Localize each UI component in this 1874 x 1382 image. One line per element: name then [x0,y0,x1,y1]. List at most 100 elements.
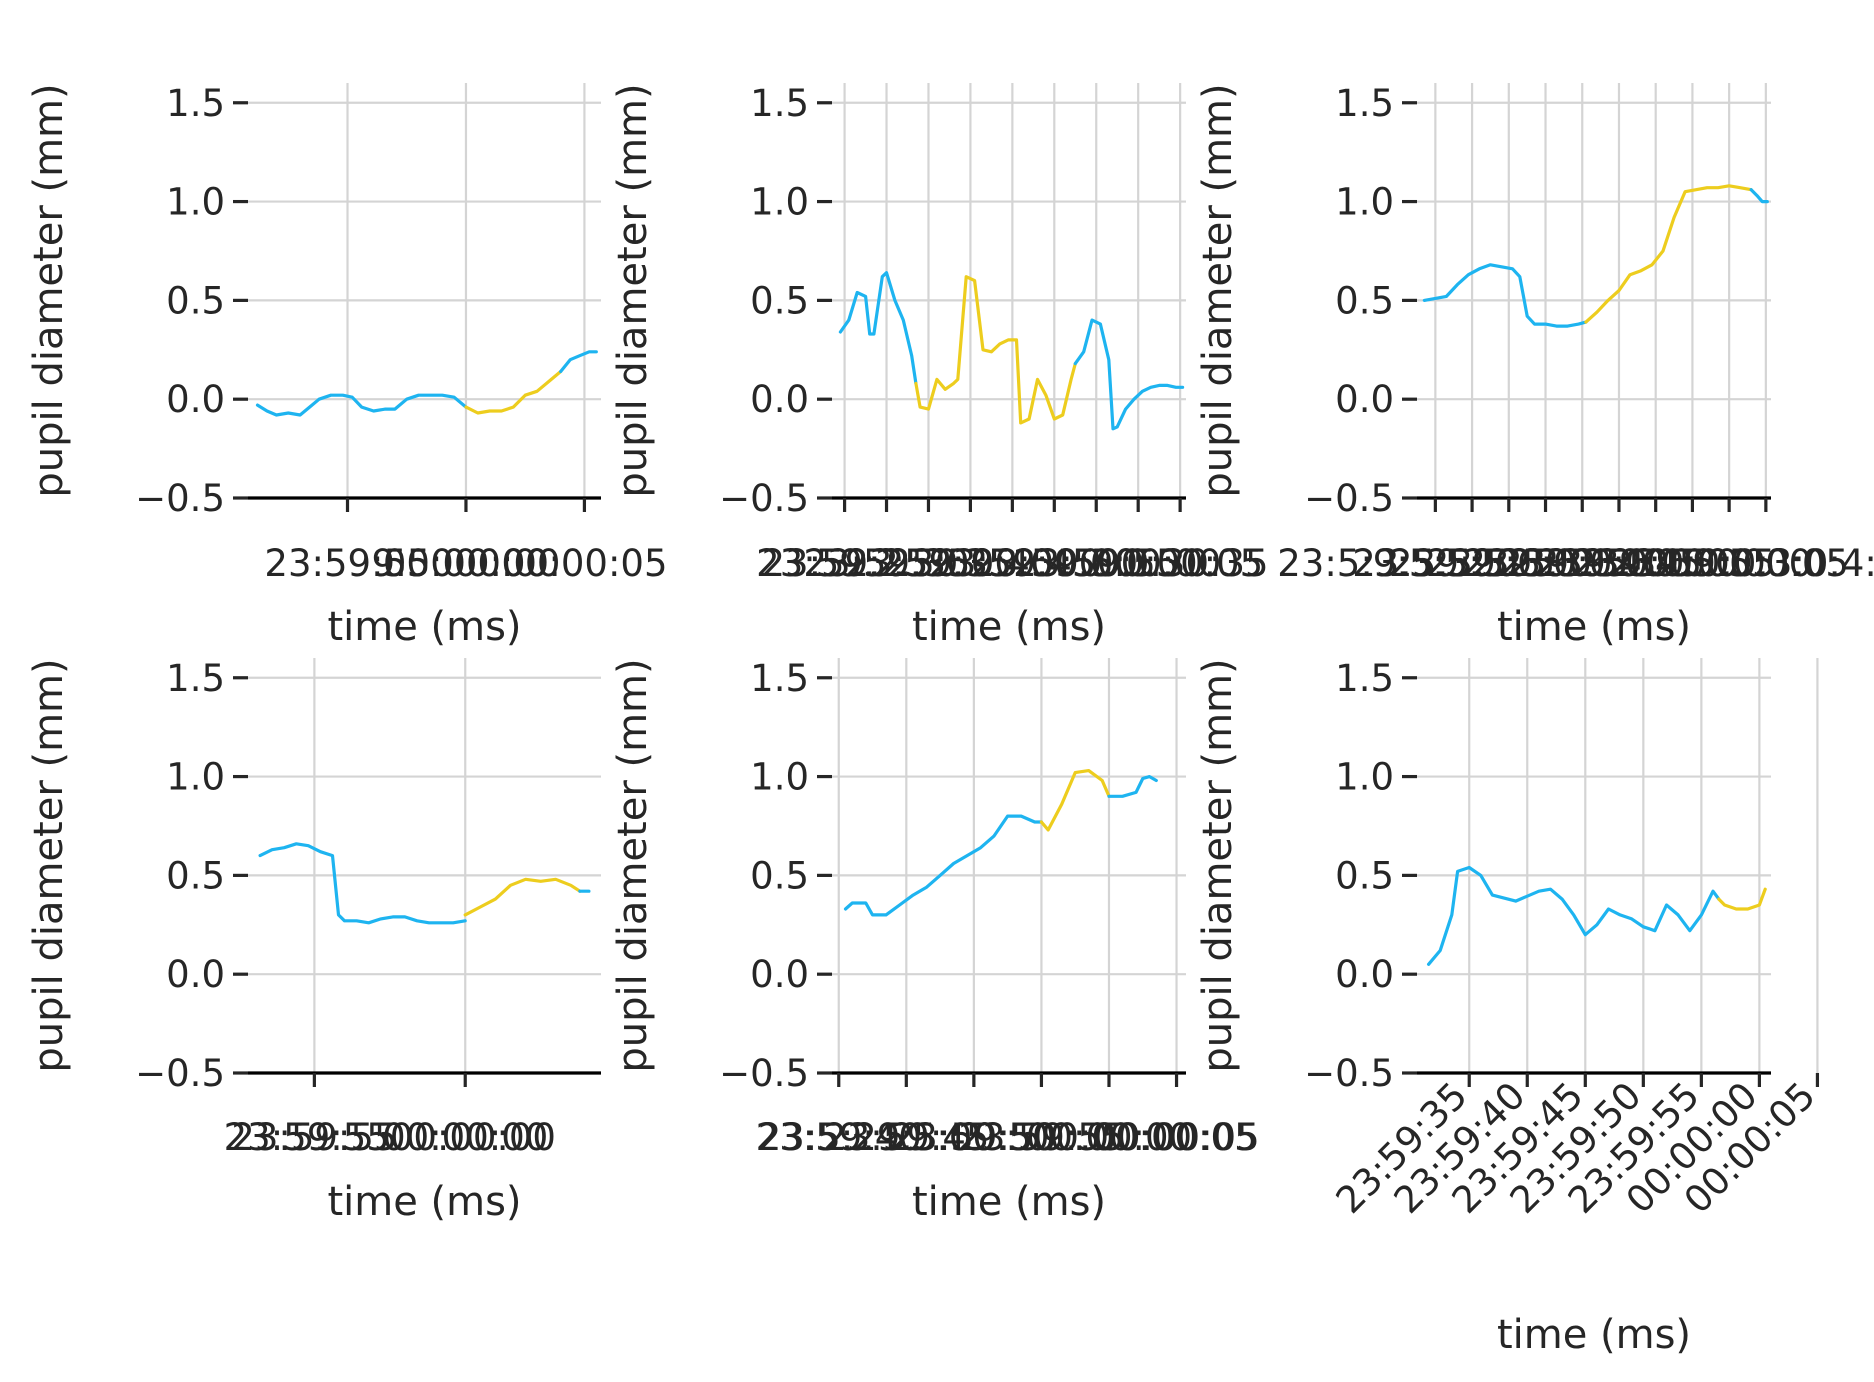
subplot-6: −0.50.00.51.01.523:59:3523:59:4023:59:45… [1195,657,1824,1358]
series-line-2 [1107,774,1158,798]
y-axis-label: pupil diameter (mm) [610,658,656,1072]
subplot-4: −0.5 0.0 0.5 1.0 1.5 23:59:5500:00:0023:59:55… [26,657,601,1225]
x-tick-label: 00:00:00 [1055,542,1221,585]
series-line-2 [1073,318,1185,431]
x-tick-label-overlap: 23:5:29:5:00:500:00:00:05 [758,1116,1258,1159]
x-tick-label-overlap: 9.5000:00 [371,542,560,585]
x-tick-label: 00:00:05 [1683,542,1849,585]
y-tick-label: 1.0 [166,756,225,799]
x-tick-label: 23:59:40 [756,1116,922,1159]
series-line-1 [1039,768,1111,832]
y-tick-label: 1.5 [166,82,225,125]
y-tick-label: 1.0 [1335,756,1394,799]
y-tick-label: 0.5 [1335,279,1394,322]
y-tick-label: 1.0 [166,181,225,224]
x-axis-label: time (ms) [1497,1312,1691,1358]
y-tick-label: 0.0 [1335,953,1394,996]
x-tick-label: 23:59:25 [1389,542,1555,585]
series-line-1 [914,275,1077,425]
x-tick-label: 23:59:50 [891,1116,1057,1159]
series-line-0 [1422,263,1588,328]
y-tick-label: −0.5 [135,477,225,520]
x-tick-label: 00:00:05 [1093,1116,1259,1159]
y-tick-label: −0.5 [719,1052,809,1095]
subplot-3: −0.5 0.0 0.5 1.0 1.5 23:59:2023:59:2523:59:30… [1195,82,1874,650]
series-line-1 [1584,184,1753,324]
x-tick-label-overlap: 23:59:2:50:00:00:0:0:30:35 [756,542,1268,585]
subplot-5: −0.5 0.0 0.5 1.0 1.5 23:59:4023:59:4523:59:50… [610,657,1260,1225]
y-tick-label: 0.0 [750,953,809,996]
y-tick-label: 1.0 [750,756,809,799]
series-line-0 [843,814,1044,917]
y-tick-label: 0.5 [166,854,225,897]
y-tick-label: 1.0 [750,181,809,224]
y-tick-label: 1.5 [1335,82,1394,125]
y-axis-label: pupil diameter (mm) [610,83,656,497]
x-tick-label: 23:59:50 [1573,542,1739,585]
y-tick-label: −0.5 [1304,477,1394,520]
y-axis-label: pupil diameter (mm) [1195,83,1241,497]
x-tick-label: 23:59:45 [1536,542,1702,585]
x-tick-label-overlap: 23:59:5500:00:00 [224,1116,556,1159]
x-tick-label: 00:00:05 [501,542,667,585]
x-tick-label: 23:59:25 [761,542,927,585]
x-tick-label: 23:59:55 [264,542,430,585]
subplot-2: −0.5 0.0 0.5 1.0 1.5 23:59:2523:59:3023:59:35… [610,82,1269,650]
y-tick-label: −0.5 [719,477,809,520]
x-tick-label: 23:59:45 [823,1116,989,1159]
y-tick-label: −0.5 [135,1052,225,1095]
x-axis-label: time (ms) [327,604,521,650]
x-tick-label: 23:59:40 [887,542,1053,585]
x-axis-label: time (ms) [1497,604,1691,650]
x-tick-label: 23:59:30 [803,542,969,585]
x-tick-label: 00:00:00 [383,542,549,585]
x-tick-label: 23:59:55 [958,1116,1124,1159]
y-axis-label: pupil diameter (mm) [26,658,72,1072]
y-tick-label: 0.0 [166,378,225,421]
series-line-2 [559,350,598,374]
y-tick-label: 1.5 [750,657,809,700]
x-tick-label: 23:59:30 [1426,542,1592,585]
x-axis-label: time (ms) [912,1179,1106,1225]
x-tick-label: 00:00:00 [382,1116,548,1159]
x-tick-label: 23:59:55 [1609,542,1775,585]
y-axis-label: pupil diameter (mm) [26,83,72,497]
x-axis-label: time (ms) [912,604,1106,650]
series-line-2 [1749,188,1769,204]
x-tick-label: 23:59:55 [231,1116,397,1159]
y-tick-label: 1.0 [1335,181,1394,224]
x-axis-label: time (ms) [327,1179,521,1225]
y-tick-label: 0.0 [166,953,225,996]
y-tick-label: −0.5 [1304,1052,1394,1095]
x-tick-label: 23:59:40 [1499,542,1665,585]
series-line-1 [464,369,563,415]
y-tick-label: 1.5 [750,82,809,125]
series-line-0 [1426,865,1721,966]
y-axis-label: pupil diameter (mm) [1195,658,1241,1072]
y-tick-label: 0.0 [1335,378,1394,421]
series-line-0 [838,271,918,385]
x-tick-label: 00:00:00 [1026,1116,1192,1159]
x-tick-label: 23:59:45 [929,542,1095,585]
x-tick-label: 23:59:55 [1013,542,1179,585]
x-tick-label-overlap: 23:5:9:5:5:5:6:0:0:0:0:0:0:3:0:4:05 [1277,542,1874,585]
series-line-0 [255,393,468,417]
series-line-1 [1717,887,1767,911]
y-tick-label: 0.5 [1335,854,1394,897]
x-tick-label: 00:00:00 [1646,542,1812,585]
series-line-1 [463,877,582,917]
x-tick-label: 00:00:05 [1097,542,1263,585]
x-tick-label: 23:59:20 [1352,542,1518,585]
y-tick-label: 1.5 [1335,657,1394,700]
y-tick-label: 0.5 [166,279,225,322]
y-tick-label: 0.5 [750,279,809,322]
x-tick-label: 23:59:35 [845,542,1011,585]
series-line-0 [258,842,467,925]
x-tick-label: 23:59:50 [971,542,1137,585]
subplot-1: −0.5 0.0 0.5 1.0 1.5 23:59:5500:00:0000:00:05… [26,82,668,650]
y-tick-label: 0.0 [750,378,809,421]
y-tick-label: 1.5 [166,657,225,700]
x-tick-label: 23:59:35 [1462,542,1628,585]
y-tick-label: 0.5 [750,854,809,897]
